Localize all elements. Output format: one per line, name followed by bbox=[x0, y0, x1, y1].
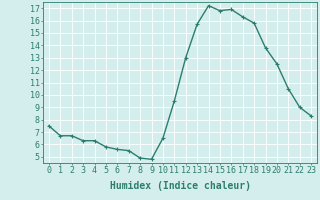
X-axis label: Humidex (Indice chaleur): Humidex (Indice chaleur) bbox=[109, 181, 251, 191]
